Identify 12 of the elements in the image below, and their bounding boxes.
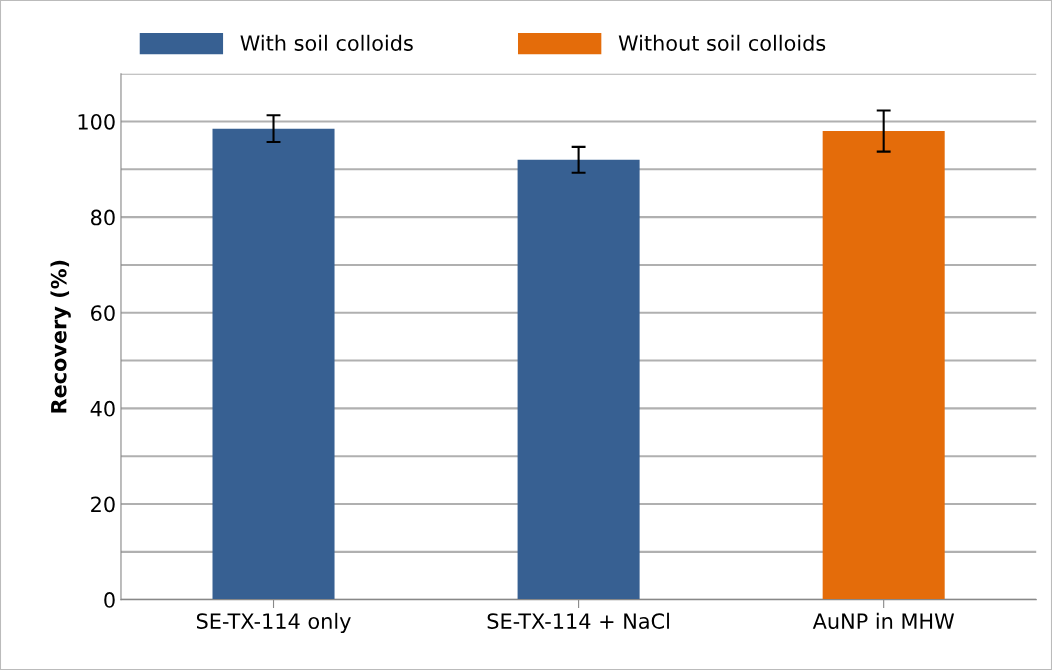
y-tick-label: 100: [78, 113, 115, 130]
y-tick-label: 80: [91, 209, 115, 226]
y-tick-label: 60: [91, 305, 115, 321]
x-tick-label: AuNP in MHW: [812, 612, 955, 629]
y-tick-label: 20: [91, 496, 115, 513]
legend-label: Without soil colloids: [618, 34, 826, 51]
x-tick-label: SE-TX-114 only: [196, 612, 351, 634]
x-tick-label: SE-TX-114 + NaCl: [487, 612, 669, 629]
y-tick-label: 0: [104, 592, 115, 608]
legend-label: With soil colloids: [240, 34, 413, 51]
y-axis-title: Recovery (%): [50, 260, 71, 413]
y-tick-label: 40: [90, 400, 115, 417]
